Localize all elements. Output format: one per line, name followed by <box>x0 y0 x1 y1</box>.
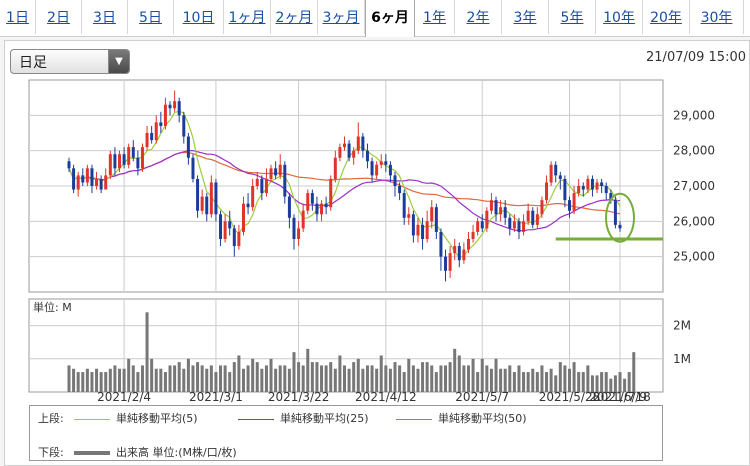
legend-ma5-label: 単純移動平均(5) <box>116 412 198 425</box>
legend-volume-label: 出来高 単位:(M株/口/枚) <box>116 446 237 459</box>
tab-7[interactable]: 3ヶ月 <box>318 0 365 34</box>
tab-10[interactable]: 2年 <box>455 0 502 34</box>
chevron-down-icon[interactable]: ▼ <box>108 50 129 73</box>
tab-13[interactable]: 10年 <box>596 0 643 34</box>
legend-ma50-label: 単純移動平均(50) <box>438 412 527 425</box>
tab-8[interactable]: 6ヶ月 <box>365 0 415 37</box>
legend-ma25-swatch <box>238 418 274 420</box>
legend-volume-swatch <box>74 451 110 455</box>
chart-panel <box>4 40 750 466</box>
tab-3[interactable]: 5日 <box>128 0 174 34</box>
legend-lower-label: 下段: <box>38 446 64 459</box>
legend-ma50-swatch <box>396 418 432 420</box>
tab-9[interactable]: 1年 <box>415 0 455 34</box>
legend-volume: 出来高 単位:(M株/口/枚) <box>74 444 237 460</box>
tab-5[interactable]: 1ヶ月 <box>224 0 271 34</box>
legend-ma50: 単純移動平均(50) <box>396 410 527 426</box>
tab-1[interactable]: 2日 <box>36 0 82 34</box>
tab-11[interactable]: 3年 <box>502 0 549 34</box>
legend-ma5-swatch <box>74 418 110 420</box>
legend-ma25: 単純移動平均(25) <box>238 410 369 426</box>
candle-period-select[interactable]: 日足 ▼ <box>10 49 130 74</box>
legend-upper-label: 上段: <box>38 412 64 425</box>
tab-14[interactable]: 20年 <box>643 0 690 34</box>
tab-15[interactable]: 30年 <box>690 0 744 34</box>
candle-period-value: 日足 <box>19 55 47 71</box>
tab-2[interactable]: 3日 <box>82 0 128 34</box>
legend-ma5: 単純移動平均(5) <box>74 410 198 426</box>
tab-12[interactable]: 5年 <box>549 0 596 34</box>
legend-ma25-label: 単純移動平均(25) <box>280 412 369 425</box>
data-timestamp: 21/07/09 15:00 <box>646 50 746 65</box>
chart-legend: 上段: 単純移動平均(5) 単純移動平均(25) 単純移動平均(50) 下段: … <box>29 405 663 461</box>
tab-4[interactable]: 10日 <box>174 0 224 34</box>
tab-6[interactable]: 2ヶ月 <box>271 0 318 34</box>
tab-0[interactable]: 1日 <box>0 0 36 34</box>
period-tabs: 1日 2日 3日 5日 10日 1ヶ月 2ヶ月 3ヶ月 6ヶ月 1年 2年 3年 5年 10年 20年 30年 <box>0 0 750 37</box>
